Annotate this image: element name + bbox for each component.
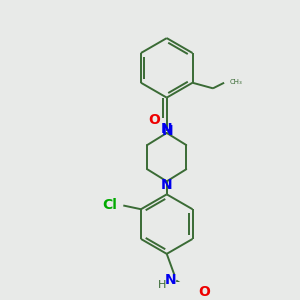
Text: N: N [161, 178, 172, 192]
Text: O: O [198, 285, 210, 299]
Text: N: N [162, 124, 173, 138]
Text: Cl: Cl [102, 199, 117, 212]
Text: H: H [158, 280, 166, 290]
Text: N: N [165, 273, 176, 287]
Text: N: N [161, 122, 172, 136]
Text: O: O [148, 113, 160, 127]
Text: CH₃: CH₃ [230, 79, 242, 85]
